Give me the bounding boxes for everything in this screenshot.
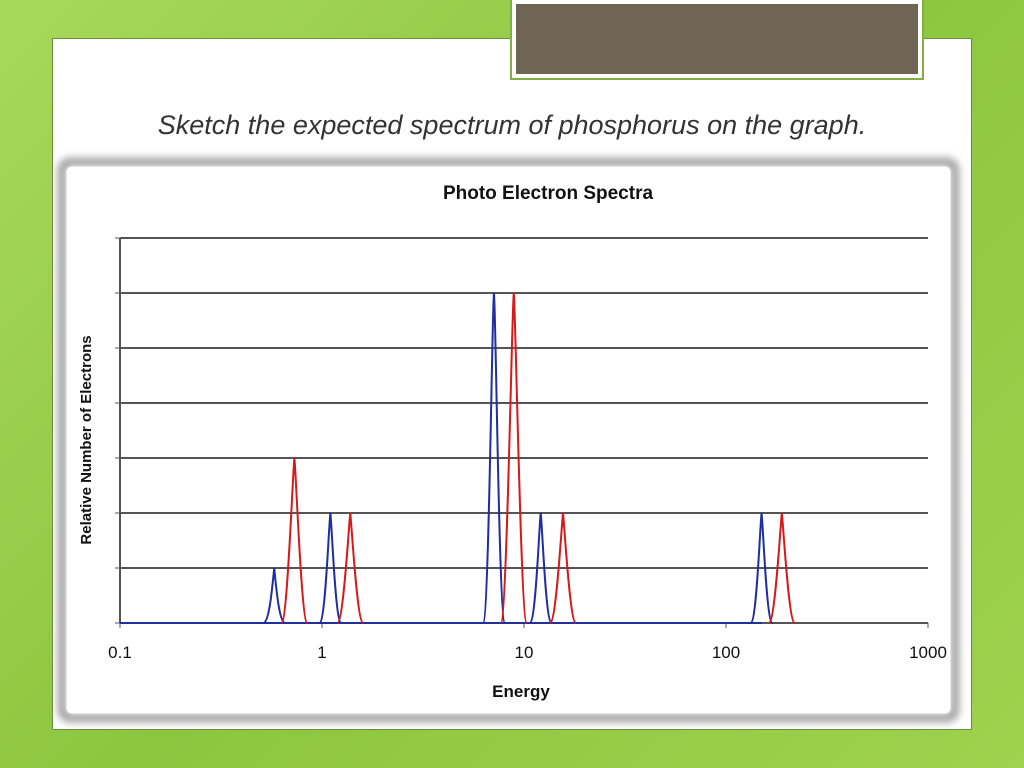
peak [318,512,343,624]
decoration [510,0,924,80]
peak [499,292,528,624]
x-tick-label: 1 [317,643,326,662]
peak [549,512,577,624]
y-axis-label: Relative Number of Electrons [78,335,95,544]
peak [336,512,365,624]
peak [280,457,309,624]
heading: Sketch the expected spectrum of phosphor… [157,110,867,140]
peak [767,512,796,624]
peak [481,292,506,624]
peak [749,512,774,624]
x-tick-label: 0.1 [108,643,132,662]
x-tick-label: 1000 [909,643,947,662]
x-axis-label: Energy [492,682,550,701]
x-tick-label: 10 [515,643,534,662]
chart-frame-shadow [58,158,959,722]
peak [528,512,553,624]
x-tick-label: 100 [712,643,740,662]
peak [262,567,286,624]
chart-title: Photo Electron Spectra [443,183,654,204]
